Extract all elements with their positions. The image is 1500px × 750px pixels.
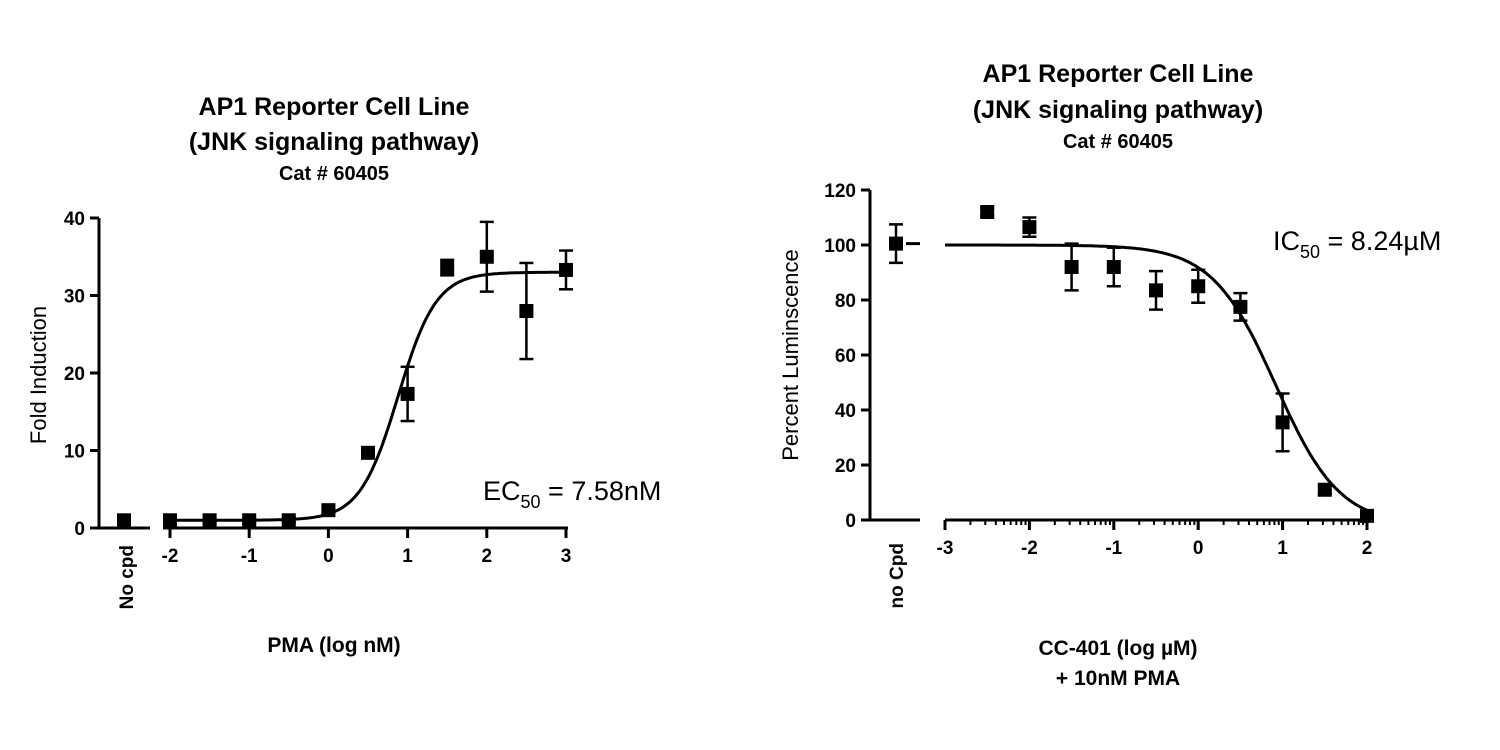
ic50-prefix: IC <box>1273 226 1300 256</box>
x-tick-label: -2 <box>1021 538 1038 559</box>
fit-curve <box>170 270 566 522</box>
chart-title-line2: (JNK signaling pathway) <box>189 128 479 156</box>
ic50-value: = 8.24µM <box>1320 226 1441 256</box>
ec50-annotation: EC50 = 7.58nM <box>483 476 661 512</box>
x-tick-label: -1 <box>1105 538 1122 559</box>
data-point <box>1233 299 1248 314</box>
data-point <box>242 513 257 528</box>
x-tick-label: 1 <box>402 546 413 567</box>
data-point <box>1022 220 1037 235</box>
y-axis-label: Percent Luminscence <box>778 249 803 461</box>
x-tick-label: -3 <box>937 538 954 559</box>
ec50-value: = 7.58nM <box>541 476 662 506</box>
x-axis-label: PMA (log nM) <box>267 634 400 657</box>
y-tick-label: 100 <box>824 236 856 257</box>
data-point <box>400 386 415 401</box>
data-point <box>1064 260 1079 274</box>
control-point <box>117 513 131 528</box>
data-point <box>1275 415 1290 430</box>
data-point <box>163 513 177 528</box>
y-tick-label: 0 <box>845 511 856 532</box>
control-label: No cpd <box>117 545 138 609</box>
plot-area-left <box>117 220 573 528</box>
ec50-subscript: 50 <box>521 492 541 512</box>
y-tick-label: 20 <box>64 364 85 385</box>
data-point <box>1317 482 1332 497</box>
data-point <box>479 249 494 264</box>
control-label: no Cpd <box>887 543 908 608</box>
y-tick-label: 30 <box>64 287 85 308</box>
data-point <box>361 445 375 460</box>
x-axis-label: CC-401 (log µM) <box>1038 637 1197 660</box>
x-tick-label: 1 <box>1277 538 1288 559</box>
ec50-prefix: EC <box>483 476 521 506</box>
data-point <box>1149 283 1163 298</box>
chart-subtitle: Cat # 60405 <box>1063 131 1173 153</box>
x-tick-label: -1 <box>241 546 258 567</box>
axes-left: 0 10 20 30 40 -2 -1 0 1 2 3 <box>64 209 571 567</box>
data-point <box>1360 508 1374 523</box>
y-tick-label: 120 <box>824 181 856 202</box>
y-tick-label: 20 <box>835 456 856 477</box>
x-axis-label-line2: + 10nM PMA <box>1056 667 1180 690</box>
fit-curve <box>945 243 1368 512</box>
data-point <box>321 503 336 518</box>
control-point <box>889 236 903 251</box>
plot-area-right <box>889 205 1374 523</box>
x-tick-label: 2 <box>482 546 493 567</box>
ic50-subscript: 50 <box>1300 242 1320 262</box>
chart-subtitle: Cat # 60405 <box>279 163 389 185</box>
y-tick-label: 0 <box>74 519 85 540</box>
x-tick-label: 3 <box>561 546 572 567</box>
x-tick-label: 0 <box>323 546 334 567</box>
y-axis-label: Fold Induction <box>26 306 51 444</box>
chart-title-line1: AP1 Reporter Cell Line <box>983 60 1254 88</box>
x-tick-label: 2 <box>1362 538 1373 559</box>
chart-left: AP1 Reporter Cell Line (JNK signaling pa… <box>26 93 661 657</box>
data-point <box>440 260 455 275</box>
x-tick-label: -2 <box>162 546 179 567</box>
chart-title-line2: (JNK signaling pathway) <box>973 96 1263 124</box>
chart-title-line1: AP1 Reporter Cell Line <box>199 93 470 121</box>
data-point <box>281 513 296 528</box>
data-point <box>519 304 534 318</box>
y-tick-label: 40 <box>64 209 85 230</box>
data-point <box>559 262 573 277</box>
data-point <box>1191 279 1206 294</box>
y-tick-label: 10 <box>64 442 85 463</box>
data-point <box>1106 260 1121 274</box>
y-tick-label: 60 <box>835 346 856 367</box>
y-tick-label: 40 <box>835 401 856 422</box>
x-tick-label: 0 <box>1193 538 1204 559</box>
data-point <box>980 205 995 219</box>
ic50-annotation: IC50 = 8.24µM <box>1273 226 1441 262</box>
axes-right: 0 20 40 60 80 100 120 -3 -2 -1 0 1 2 <box>824 181 1372 559</box>
y-tick-label: 80 <box>835 291 856 312</box>
data-point <box>202 513 217 528</box>
chart-right: AP1 Reporter Cell Line (JNK signaling pa… <box>778 60 1441 690</box>
